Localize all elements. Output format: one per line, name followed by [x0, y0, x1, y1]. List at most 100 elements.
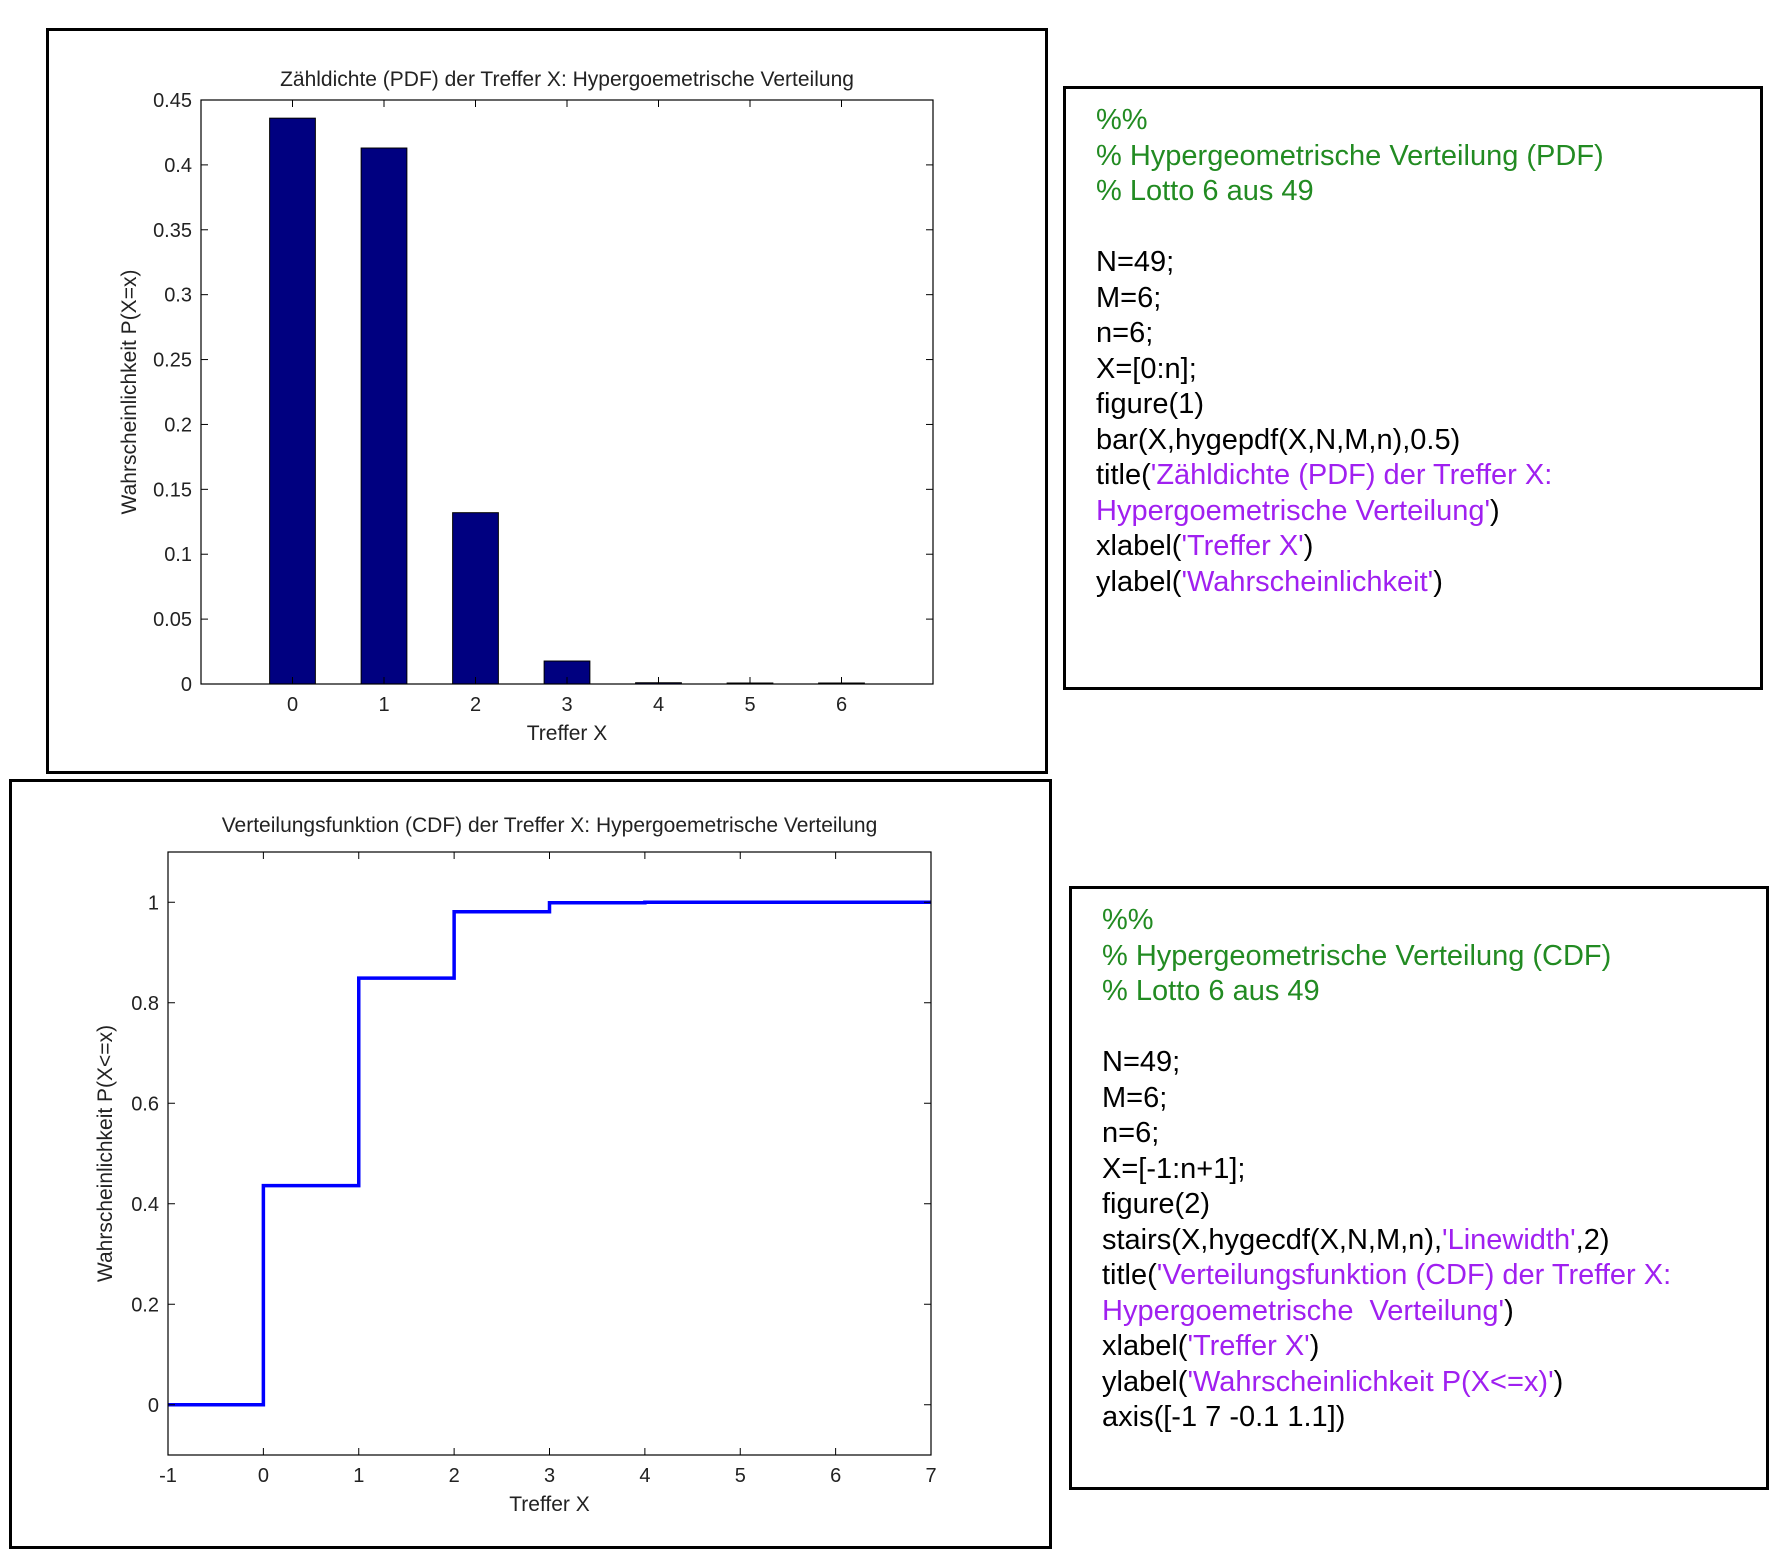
y-tick-label: 0.4: [131, 1194, 159, 1216]
cdf-code-line: [1102, 1010, 1671, 1046]
code-string: 'Verteilungsfunktion (CDF) der Treffer X…: [1156, 1259, 1672, 1291]
code-text: X=[-1:n+1];: [1102, 1152, 1246, 1185]
plot-area: [168, 852, 931, 1455]
pdf-code-line: xlabel('Treffer X'): [1096, 529, 1604, 565]
code-text: M=6;: [1096, 281, 1162, 314]
y-tick-label: 0.1: [164, 544, 192, 566]
x-tick-label: 7: [925, 1465, 936, 1487]
x-tick-label: 0: [258, 1465, 269, 1487]
x-tick-label: 0: [287, 694, 298, 716]
code-text: bar(X,hygepdf(X,N,M,n),0.5): [1096, 423, 1461, 456]
code-text: ): [1504, 1294, 1514, 1327]
x-tick-label: 1: [378, 694, 389, 716]
code-comment: %%: [1102, 904, 1154, 936]
cdf-code-line: % Hypergeometrische Verteilung (CDF): [1102, 939, 1671, 975]
code-string: 'Wahrscheinlichkeit': [1181, 565, 1434, 598]
code-text: axis([-1 7 -0.1 1.1]): [1102, 1401, 1346, 1433]
cdf-code-line: xlabel('Treffer X'): [1102, 1329, 1671, 1365]
y-tick-label: 0: [148, 1395, 159, 1417]
code-string: Hypergoemetrische Verteilung': [1102, 1294, 1505, 1327]
code-text: ): [1309, 1330, 1320, 1362]
pdf-code-line: % Lotto 6 aus 49: [1096, 174, 1604, 210]
code-comment: %%: [1096, 104, 1148, 136]
cdf-code-line: axis([-1 7 -0.1 1.1]): [1102, 1400, 1671, 1436]
y-tick-label: 0.45: [153, 90, 192, 112]
x-tick-label: 5: [744, 694, 755, 716]
code-text: ): [1303, 530, 1314, 562]
y-tick-label: 0.05: [153, 609, 192, 631]
cdf-figure-panel: -1 0 1 2 3 4 5 6 7 0 0.2 0.4 0.6 0.8 1 Verteilungsfunkt…: [9, 779, 1052, 1549]
cdf-code-line: ylabel('Wahrscheinlichkeit P(X<=x)'): [1102, 1365, 1671, 1401]
x-tick-label: 2: [449, 1465, 460, 1487]
code-text: ylabel(: [1102, 1365, 1188, 1398]
pdf-code-line: n=6;: [1096, 316, 1604, 352]
cdf-stairs-chart: -1 0 1 2 3 4 5 6 7 0 0.2 0.4 0.6 0.8 1 Verteilungsfunkt…: [94, 814, 937, 1516]
code-text: title(: [1096, 459, 1151, 491]
code-text: title(: [1102, 1259, 1157, 1291]
cdf-code-line: % Lotto 6 aus 49: [1102, 974, 1671, 1010]
code-text: X=[0:n];: [1096, 352, 1197, 385]
pdf-code-line: figure(1): [1096, 387, 1604, 423]
code-text: n=6;: [1102, 1117, 1160, 1149]
x-tick-label: -1: [159, 1465, 177, 1487]
code-comment: % Lotto 6 aus 49: [1102, 975, 1320, 1007]
x-axis-label: Treffer X: [527, 722, 608, 745]
y-tick-label: 0.4: [164, 155, 192, 177]
cdf-code-line: %%: [1102, 903, 1671, 939]
pdf-code-line: M=6;: [1096, 281, 1604, 317]
code-text: xlabel(: [1102, 1330, 1188, 1362]
cdf-code-line: N=49;: [1102, 1045, 1671, 1081]
cdf-code-block: %%% Hypergeometrische Verteilung (CDF)% …: [1102, 903, 1671, 1436]
y-axis-label: Wahrscheinlichkeit P(X=x): [118, 270, 141, 515]
pdf-code-line: X=[0:n];: [1096, 352, 1604, 388]
x-tick-label: 6: [836, 694, 847, 716]
cdf-code-line: title('Verteilungsfunktion (CDF) der Tre…: [1102, 1258, 1671, 1294]
cdf-code-line: stairs(X,hygecdf(X,N,M,n),'Linewidth',2): [1102, 1223, 1671, 1259]
x-tick-label: 3: [544, 1465, 555, 1487]
x-tick-label: 3: [561, 694, 572, 716]
pdf-code-line: title('Zähldichte (PDF) der Treffer X:: [1096, 458, 1604, 494]
y-tick-label: 0.35: [153, 220, 192, 242]
cdf-code-line: M=6;: [1102, 1081, 1671, 1117]
code-text: stairs(X,hygecdf(X,N,M,n),: [1102, 1223, 1443, 1256]
x-tick-label: 4: [639, 1465, 650, 1487]
bar: [452, 512, 499, 685]
code-text: ): [1433, 565, 1443, 598]
code-text: ): [1553, 1365, 1564, 1398]
x-tick-label: 5: [735, 1465, 746, 1487]
y-tick-label: 0.6: [131, 1093, 159, 1115]
code-text: xlabel(: [1096, 530, 1182, 562]
code-text: n=6;: [1096, 317, 1154, 349]
pdf-bar-chart: 0 1 2 3 4 5 6 0 0.05 0.1 0.15 0.2 0.25 0.3 0.35 0.4 0.45…: [118, 68, 934, 745]
cdf-code-line: X=[-1:n+1];: [1102, 1152, 1671, 1188]
code-string: 'Linewidth': [1442, 1223, 1576, 1256]
x-tick-label: 1: [353, 1465, 364, 1487]
code-text: N=49;: [1102, 1046, 1181, 1078]
y-tick-label: 0: [181, 674, 192, 696]
plot-area: [201, 100, 933, 684]
code-text: figure(2): [1102, 1188, 1210, 1220]
pdf-code-block: %%% Hypergeometrische Verteilung (PDF)% …: [1096, 103, 1604, 600]
chart-title: Zähldichte (PDF) der Treffer X: Hypergoe…: [280, 68, 854, 91]
y-tick-label: 0.2: [131, 1294, 159, 1316]
pdf-code-line: N=49;: [1096, 245, 1604, 281]
y-tick-label: 0.2: [164, 414, 192, 436]
pdf-code-line: bar(X,hygepdf(X,N,M,n),0.5): [1096, 423, 1604, 459]
cdf-code-line: n=6;: [1102, 1116, 1671, 1152]
code-comment: % Lotto 6 aus 49: [1096, 175, 1314, 207]
x-axis-label: Treffer X: [509, 1493, 590, 1516]
x-tick-label: 4: [653, 694, 664, 716]
x-tick-label: 6: [830, 1465, 841, 1487]
cdf-stairs-line: [168, 900, 931, 1407]
cdf-code-line: Hypergoemetrische Verteilung'): [1102, 1294, 1671, 1330]
pdf-code-line: % Hypergeometrische Verteilung (PDF): [1096, 139, 1604, 175]
code-string: 'Treffer X': [1181, 530, 1304, 562]
code-text: figure(1): [1096, 388, 1204, 420]
y-tick-label: 1: [148, 892, 159, 914]
pdf-code-line: %%: [1096, 103, 1604, 139]
cdf-code-panel: %%% Hypergeometrische Verteilung (CDF)% …: [1069, 886, 1769, 1490]
code-text: N=49;: [1096, 246, 1175, 278]
code-text: ylabel(: [1096, 565, 1182, 598]
y-tick-label: 0.25: [153, 350, 192, 372]
code-text: M=6;: [1102, 1081, 1168, 1114]
